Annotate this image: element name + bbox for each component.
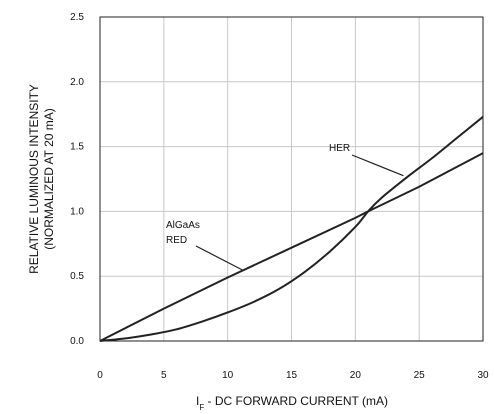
grid xyxy=(100,17,483,341)
x-tick-label: 20 xyxy=(350,370,362,381)
y-tick-label: 2.0 xyxy=(70,77,84,88)
x-tick-label: 5 xyxy=(161,370,167,381)
y-tick-label: 1.5 xyxy=(70,142,84,153)
series-layer xyxy=(99,116,484,342)
y-axis-title-line2: (NORMALIZED AT 20 mA) xyxy=(42,108,56,250)
y-tick-label: 0.0 xyxy=(70,336,84,347)
annotation-her-leader xyxy=(351,154,404,177)
tick-labels: 0 5 10 15 20 25 30 0.0 0.5 1.0 1.5 2.0 2.5 xyxy=(70,12,489,381)
series-line-algaas-red xyxy=(99,152,484,342)
annotation-algaas-leader xyxy=(195,245,243,271)
x-tick-label: 30 xyxy=(477,370,489,381)
x-tick-label: 25 xyxy=(414,370,426,381)
x-tick-label: 0 xyxy=(97,370,103,381)
y-tick-label: 0.5 xyxy=(70,271,84,282)
x-tick-label: 10 xyxy=(222,370,234,381)
annotation-algaas-line2: RED xyxy=(166,235,187,246)
series-line-her xyxy=(99,116,484,342)
x-tick-label: 15 xyxy=(286,370,298,381)
plot-area-frame xyxy=(99,16,484,342)
y-tick-label: 1.0 xyxy=(70,206,84,217)
annotation-algaas-line1: AlGaAs xyxy=(166,220,200,231)
x-axis-title: IF - DC FORWARD CURRENT (mA) xyxy=(196,394,388,412)
annotation-her: HER xyxy=(329,143,350,154)
y-tick-label: 2.5 xyxy=(70,12,84,23)
y-axis-title-line1: RELATIVE LUMINOUS INTENSITY xyxy=(27,84,41,274)
